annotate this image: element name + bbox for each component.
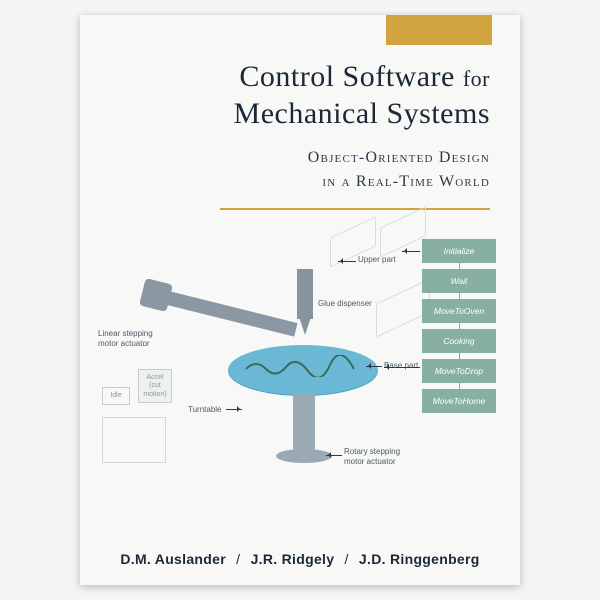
state-wait: Wait xyxy=(422,269,496,293)
state-movetodrop: MoveToDrop xyxy=(422,359,496,383)
author-sep: / xyxy=(230,551,246,567)
author-1: D.M. Auslander xyxy=(120,551,226,567)
authors-line: D.M. Auslander / J.R. Ridgely / J.D. Rin… xyxy=(80,551,520,567)
state-cooking: Cooking xyxy=(422,329,496,353)
label-glue: Glue dispenser xyxy=(318,299,372,309)
arrow xyxy=(366,366,382,367)
state-movetooven: MoveToOven xyxy=(422,299,496,323)
accent-bar xyxy=(386,15,492,45)
label-turntable: Turntable xyxy=(188,405,222,415)
state-machine-column: Initialize Wait MoveToOven Cooking MoveT… xyxy=(422,239,496,413)
label-linear-actuator: Linear steppingmotor actuator xyxy=(98,329,170,348)
subtitle-l2: in a Real-Time World xyxy=(120,170,490,194)
arrow xyxy=(402,251,420,252)
arrow xyxy=(338,261,356,262)
ghost-panel xyxy=(102,417,166,463)
label-upper-part: Upper part xyxy=(358,255,396,265)
pedestal xyxy=(293,393,315,453)
state-initialize: Initialize xyxy=(422,239,496,263)
pedestal-base xyxy=(276,449,332,463)
title-main-1: Control Software xyxy=(239,60,454,93)
author-3: J.D. Ringgenberg xyxy=(359,551,480,567)
title-line-1: Control Software for xyxy=(120,59,490,96)
actuator-arm xyxy=(158,289,297,336)
author-sep: / xyxy=(339,551,355,567)
ghost-idle: Idle xyxy=(102,387,130,405)
arrow xyxy=(326,455,342,456)
arrow xyxy=(384,367,420,368)
cover-diagram: Upper part Glue dispenser Linear steppin… xyxy=(80,233,520,523)
divider-rule xyxy=(220,208,490,210)
label-rotary-actuator: Rotary steppingmotor actuator xyxy=(344,447,416,466)
subtitle: Object-Oriented Design in a Real-Time Wo… xyxy=(120,146,490,194)
subtitle-l1: Object-Oriented Design xyxy=(120,146,490,170)
author-2: J.R. Ridgely xyxy=(251,551,335,567)
glue-dispenser-tip xyxy=(299,317,311,335)
state-movetohome: MoveToHome xyxy=(422,389,496,413)
book-cover: Control Software for Mechanical Systems … xyxy=(80,15,520,585)
label-base-part: Base part xyxy=(384,361,418,371)
ghost-accel: Accel(cutmotion) xyxy=(138,369,172,403)
glue-dispenser xyxy=(297,269,313,319)
title-for: for xyxy=(463,66,490,91)
title-line-2: Mechanical Systems xyxy=(120,96,490,133)
glue-path xyxy=(242,355,364,377)
arrow xyxy=(226,409,242,410)
